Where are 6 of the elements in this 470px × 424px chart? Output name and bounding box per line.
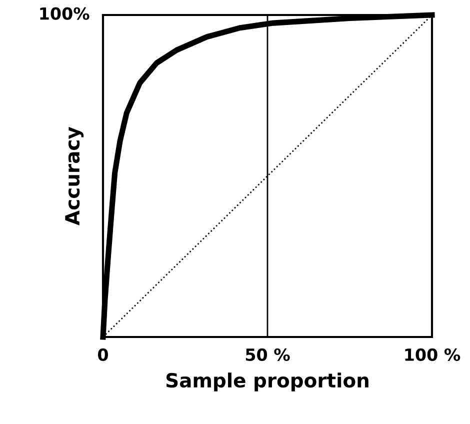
x-axis-title: Sample proportion xyxy=(166,372,368,392)
y-axis-title: Accuracy xyxy=(65,126,84,226)
x-tick-label: 100 % xyxy=(405,348,460,362)
x-tick-label: 50 % xyxy=(246,348,290,362)
x-tick-label: 0 xyxy=(98,348,108,362)
text: 100% xyxy=(40,7,90,20)
